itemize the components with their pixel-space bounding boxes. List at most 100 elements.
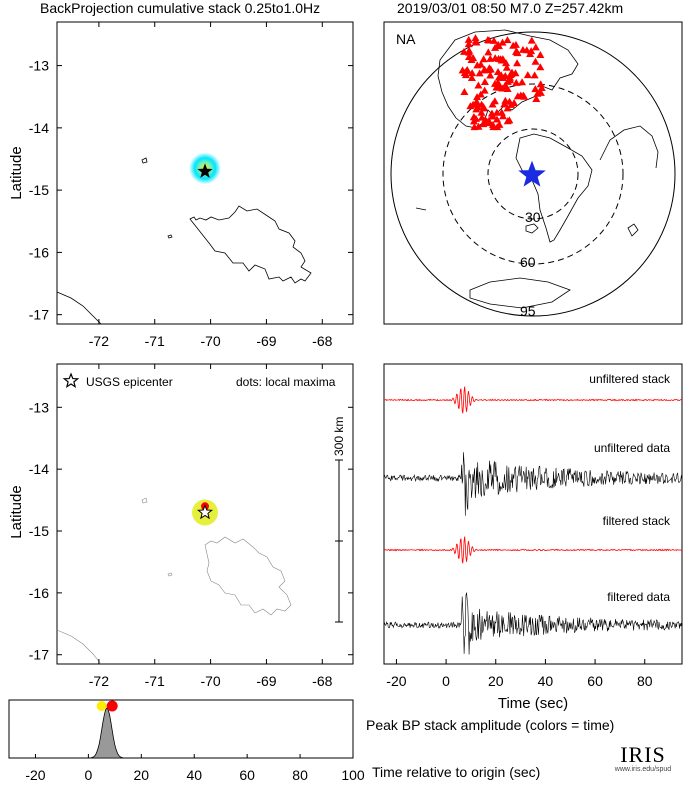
station-triangle <box>527 36 536 44</box>
x-tick-label: -71 <box>145 333 165 349</box>
station-triangle <box>485 64 494 72</box>
station-triangle <box>536 80 545 88</box>
station-triangle <box>503 104 512 112</box>
station-triangle <box>499 112 508 120</box>
station-triangle <box>464 40 473 48</box>
peak-maximum-dot <box>106 700 118 712</box>
station-triangle <box>503 85 512 93</box>
station-triangle <box>523 71 532 79</box>
scale-bar <box>335 459 343 623</box>
y-tick-label: -16 <box>29 244 49 260</box>
map-ticks-2: -72 -71 -70 -69 -68 -13 -14 -15 -16 -17 <box>29 364 353 689</box>
globe-epicenter-star <box>518 160 546 187</box>
peak-tick-label: -20 <box>25 767 45 783</box>
peak-tick-label: 80 <box>292 767 308 783</box>
label-filtered-data: filtered data <box>607 590 670 604</box>
time-tick-label: -20 <box>386 673 406 689</box>
peak-tick-label: 100 <box>341 767 365 783</box>
station-triangle <box>526 50 535 58</box>
station-triangle <box>499 73 508 81</box>
x-axis-label-time: Time (sec) <box>498 695 568 712</box>
scale-bar-label: 300 km <box>332 417 346 456</box>
station-triangle <box>474 81 483 89</box>
iris-url: www.iris.edu/spud <box>614 766 672 773</box>
local-maxima-map-panel: USGS epicenter dots: local maxima 300 km… <box>8 363 354 689</box>
x-tick-label: -68 <box>312 673 332 689</box>
station-triangle <box>460 69 469 77</box>
station-triangle <box>476 90 485 98</box>
ring-30 <box>487 128 579 220</box>
time-tick-label: 80 <box>637 673 653 689</box>
x-tick-label: -68 <box>312 333 332 349</box>
iris-logo-text: IRIS <box>620 742 666 767</box>
time-ticks: -20 0 20 40 60 80 <box>386 659 653 689</box>
station-triangle <box>502 63 511 71</box>
network-label: NA <box>396 31 416 47</box>
peak-tick-label: 0 <box>84 767 92 783</box>
station-triangle <box>486 71 495 79</box>
station-triangle <box>465 52 474 60</box>
station-triangle <box>498 38 507 46</box>
station-triangle <box>530 71 539 79</box>
station-triangle <box>503 117 512 125</box>
station-triangle <box>536 63 545 71</box>
time-tick-label: 40 <box>538 673 554 689</box>
legend: USGS epicenter dots: local maxima <box>62 372 336 389</box>
station-triangle <box>464 35 473 43</box>
ring-label-60: 60 <box>520 254 536 270</box>
station-triangle <box>488 111 497 119</box>
station-triangle <box>486 54 495 62</box>
x-tick-label: -70 <box>200 333 220 349</box>
station-triangle <box>502 59 511 67</box>
station-triangle <box>484 48 493 56</box>
label-unfiltered-stack: unfiltered stack <box>589 372 671 386</box>
trace-lines <box>383 386 683 655</box>
map-ticks: -72 -71 -70 -69 -68 -13 -14 -15 -16 -17 <box>29 22 353 349</box>
peak-maxima-dots <box>96 700 118 712</box>
filtered-data-trace <box>383 592 683 655</box>
peak-amplitude-panel: -20 0 20 40 60 80 100 <box>8 699 365 783</box>
globe-outline <box>390 31 676 317</box>
coastline <box>56 157 312 325</box>
station-triangle <box>509 41 518 49</box>
station-triangle <box>465 46 474 54</box>
epicenter-star <box>197 163 213 178</box>
y-tick-label: -13 <box>29 58 49 74</box>
time-tick-label: 20 <box>488 673 504 689</box>
station-triangle <box>513 59 522 67</box>
station-triangle <box>491 54 500 62</box>
station-triangle <box>506 76 515 84</box>
peak-area <box>9 707 353 759</box>
station-triangle <box>513 49 522 57</box>
station-triangle <box>489 36 498 44</box>
x-tick-label: -72 <box>89 673 109 689</box>
station-triangle <box>470 123 479 131</box>
traces-panel: unfiltered stack unfiltered data filtere… <box>383 363 683 712</box>
unfiltered-data-trace <box>383 452 683 516</box>
peak-maximum-dot-early <box>96 701 107 711</box>
y-tick-label: -15 <box>29 182 49 198</box>
time-tick-label: 60 <box>587 673 603 689</box>
station-triangle <box>492 115 501 123</box>
ring-label-30: 30 <box>525 209 541 225</box>
station-triangle <box>531 43 540 51</box>
x-tick-label: -71 <box>145 673 165 689</box>
label-unfiltered-data: unfiltered data <box>594 441 670 455</box>
station-triangle <box>490 79 499 87</box>
label-filtered-stack: filtered stack <box>603 514 671 528</box>
legend-dots-label: dots: local maxima <box>236 375 336 389</box>
y-tick-label: -17 <box>29 307 49 323</box>
x-tick-label: -69 <box>256 673 276 689</box>
station-triangle <box>467 73 476 81</box>
x-tick-label: -69 <box>256 333 276 349</box>
station-triangle <box>475 69 484 77</box>
x-tick-label: -72 <box>89 333 109 349</box>
peak-tick-label: 60 <box>239 767 255 783</box>
station-triangle <box>471 34 480 42</box>
legend-epicenter-label: USGS epicenter <box>86 375 173 389</box>
y-tick-label: -17 <box>29 647 49 663</box>
station-triangle <box>516 91 525 99</box>
station-triangle <box>472 114 481 122</box>
station-triangle <box>497 56 506 64</box>
station-map-panel: NA 30 60 95 <box>383 21 683 325</box>
